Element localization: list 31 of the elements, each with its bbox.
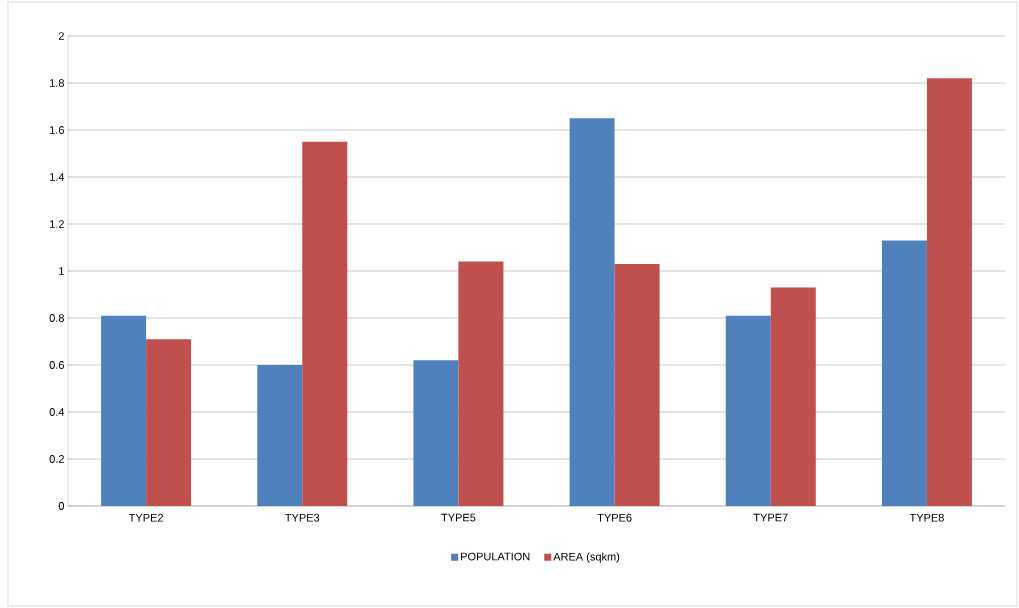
bar: [101, 315, 147, 506]
y-tick-label: 0.8: [49, 314, 64, 322]
y-tick-label: 1.6: [50, 126, 64, 134]
bar: [725, 315, 771, 506]
y-tick-label: 1.4: [50, 173, 65, 181]
bar: [302, 141, 348, 506]
x-tick-label: TYPE8: [909, 513, 944, 522]
y-tick-label: 1: [59, 267, 64, 275]
bar: [146, 339, 192, 506]
legend-label: AREA (sqkm): [553, 552, 620, 563]
bar: [926, 78, 972, 506]
x-tick-label: TYPE3: [285, 513, 320, 522]
bar: [614, 263, 660, 506]
bar: [569, 118, 615, 506]
bar: [770, 287, 816, 506]
x-tick-label: TYPE7: [753, 513, 788, 522]
x-tick-label: TYPE2: [128, 513, 163, 522]
y-tick-label: 1.8: [50, 79, 64, 87]
legend-label: POPULATION: [461, 552, 530, 561]
x-tick-label: TYPE5: [441, 513, 476, 522]
bar: [413, 360, 459, 506]
y-tick-label: 0: [58, 502, 65, 510]
y-tick-label: 1.2: [50, 220, 64, 228]
bar: [881, 240, 927, 506]
y-tick-label: 2: [58, 32, 64, 40]
y-tick-label: 0.4: [49, 408, 65, 416]
bar: [458, 261, 504, 506]
y-tick-label: 0.6: [49, 361, 64, 369]
x-tick-label: TYPE6: [597, 513, 632, 522]
y-tick-label: 0.2: [49, 455, 64, 463]
bar: [257, 365, 303, 506]
